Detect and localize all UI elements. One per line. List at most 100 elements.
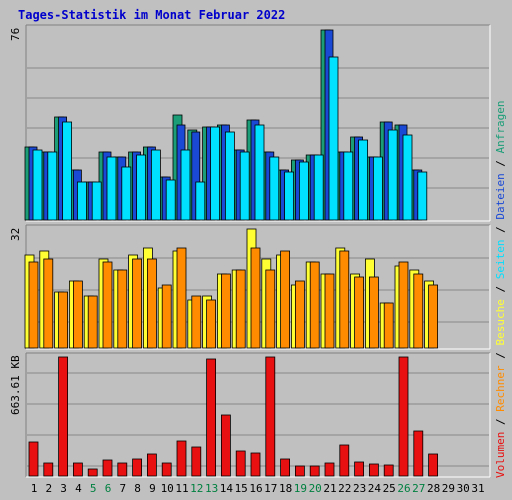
- bar-volumen-day-2: [43, 462, 54, 477]
- x-tick-label: 18: [278, 482, 293, 495]
- bar-volumen-day-15: [235, 450, 246, 477]
- bar-volumen-day-11: [176, 440, 187, 477]
- bar-volumen-day-24: [368, 463, 379, 477]
- x-tick-label: 25: [382, 482, 396, 495]
- x-tick-label: 19: [293, 482, 308, 495]
- bar-rechner-day-5: [87, 295, 98, 349]
- bar-volumen-day-27: [413, 430, 424, 477]
- chart-title: Tages-Statistik im Monat Februar 2022: [18, 8, 286, 22]
- x-tick-label: 12: [190, 482, 204, 495]
- x-tick-label: 29: [441, 482, 456, 495]
- bar-rechner-day-2: [43, 258, 54, 349]
- x-tick-label: 2: [45, 482, 53, 495]
- x-tick-label: 22: [338, 482, 352, 495]
- bar-volumen-day-28: [428, 453, 439, 477]
- bar-seiten-day-17: [269, 156, 280, 221]
- bar-volumen-day-12: [191, 446, 202, 477]
- bar-volumen-day-5: [87, 468, 98, 477]
- bar-rechner-day-25: [383, 302, 394, 349]
- bar-volumen-day-8: [132, 458, 143, 477]
- x-tick-label: 14: [219, 482, 234, 495]
- bar-volumen-day-1: [28, 441, 39, 477]
- bar-rechner-day-7: [117, 269, 128, 349]
- x-tick-label: 24: [367, 482, 382, 495]
- x-tick-label: 6: [104, 482, 112, 495]
- bar-volumen-day-16: [250, 452, 261, 477]
- bar-rechner-day-24: [368, 276, 379, 349]
- bar-volumen-day-6: [102, 459, 113, 477]
- x-tick-label: 8: [134, 482, 141, 495]
- x-tick-label: 13: [204, 482, 219, 495]
- bar-rechner-day-16: [250, 247, 261, 349]
- bar-rechner-day-10: [161, 284, 172, 349]
- bar-seiten-day-27: [417, 171, 428, 221]
- bar-volumen-day-14: [220, 414, 231, 477]
- x-tick-label: 17: [264, 482, 278, 495]
- legend-item-anfragen: Anfragen: [494, 100, 507, 154]
- bar-seiten-day-22: [343, 151, 354, 221]
- bar-seiten-day-23: [358, 139, 369, 221]
- bar-volumen-day-7: [117, 462, 128, 477]
- bar-volumen-day-21: [324, 462, 335, 477]
- bar-rechner-day-18: [280, 250, 291, 349]
- bar-seiten-day-20: [313, 154, 324, 221]
- bar-rechner-day-12: [191, 295, 202, 349]
- x-tick-label: 30: [456, 482, 470, 495]
- legend-item-dateien: Dateien: [494, 173, 507, 220]
- bar-seiten-day-6: [106, 156, 117, 221]
- bar-rechner-day-3: [58, 291, 68, 349]
- bar-seiten-day-26: [402, 134, 413, 221]
- bar-seiten-day-21: [328, 56, 339, 221]
- bar-seiten-day-16: [254, 124, 265, 221]
- bar-seiten-day-13: [210, 126, 221, 221]
- x-tick-label: 16: [249, 482, 263, 495]
- bar-seiten-day-7: [121, 166, 132, 221]
- bar-seiten-day-18: [284, 171, 295, 221]
- bar-rechner-day-6: [102, 261, 113, 349]
- x-tick-label: 1: [30, 482, 38, 495]
- x-tick-label: 7: [119, 482, 127, 495]
- legend-separator: /: [494, 345, 507, 366]
- legend-item-besuche: Besuche: [494, 299, 507, 346]
- bar-volumen-day-3: [58, 356, 68, 477]
- bar-rechner-day-26: [398, 261, 409, 349]
- legend-item-volumen: Volumen: [494, 431, 507, 478]
- legend-separator: /: [494, 219, 507, 240]
- bar-seiten-day-4: [77, 181, 87, 221]
- bar-volumen-day-9: [146, 453, 157, 477]
- bar-volumen-day-4: [73, 462, 83, 477]
- bar-rechner-day-14: [220, 273, 231, 349]
- bar-volumen-day-19: [294, 465, 305, 477]
- x-tick-label: 15: [234, 482, 248, 495]
- bar-volumen-day-20: [309, 465, 320, 477]
- x-tick-label: 11: [175, 482, 189, 495]
- x-tick-label: 4: [75, 482, 82, 495]
- x-tick-label: 21: [323, 482, 337, 495]
- legend-item-rechner: Rechner: [494, 365, 507, 412]
- bar-seiten-day-24: [372, 156, 383, 221]
- bar-rechner-day-28: [428, 284, 439, 349]
- bar-seiten-day-12: [195, 181, 206, 221]
- legend-separator: /: [494, 279, 507, 300]
- bar-volumen-day-13: [206, 358, 217, 477]
- bar-volumen-day-18: [280, 458, 291, 477]
- bar-rechner-day-4: [73, 280, 83, 349]
- bar-rechner-day-27: [413, 273, 424, 349]
- bar-rechner-day-21: [324, 273, 335, 349]
- legend-item-seiten: Seiten: [494, 239, 507, 280]
- bar-volumen-day-10: [161, 462, 172, 477]
- x-tick-label: 3: [60, 482, 67, 495]
- bar-volumen-day-17: [265, 356, 276, 477]
- bar-rechner-day-17: [265, 269, 276, 349]
- x-tick-label: 28: [426, 482, 441, 495]
- y-max-label-volume: 663.61 KB: [9, 355, 22, 416]
- bar-rechner-day-19: [294, 280, 305, 349]
- x-tick-label: 10: [160, 482, 174, 495]
- bar-volumen-day-23: [354, 461, 365, 477]
- bar-rechner-day-22: [339, 250, 350, 349]
- x-tick-label: 5: [89, 482, 97, 495]
- bar-rechner-day-9: [146, 258, 157, 349]
- x-tick-label: 31: [471, 482, 485, 495]
